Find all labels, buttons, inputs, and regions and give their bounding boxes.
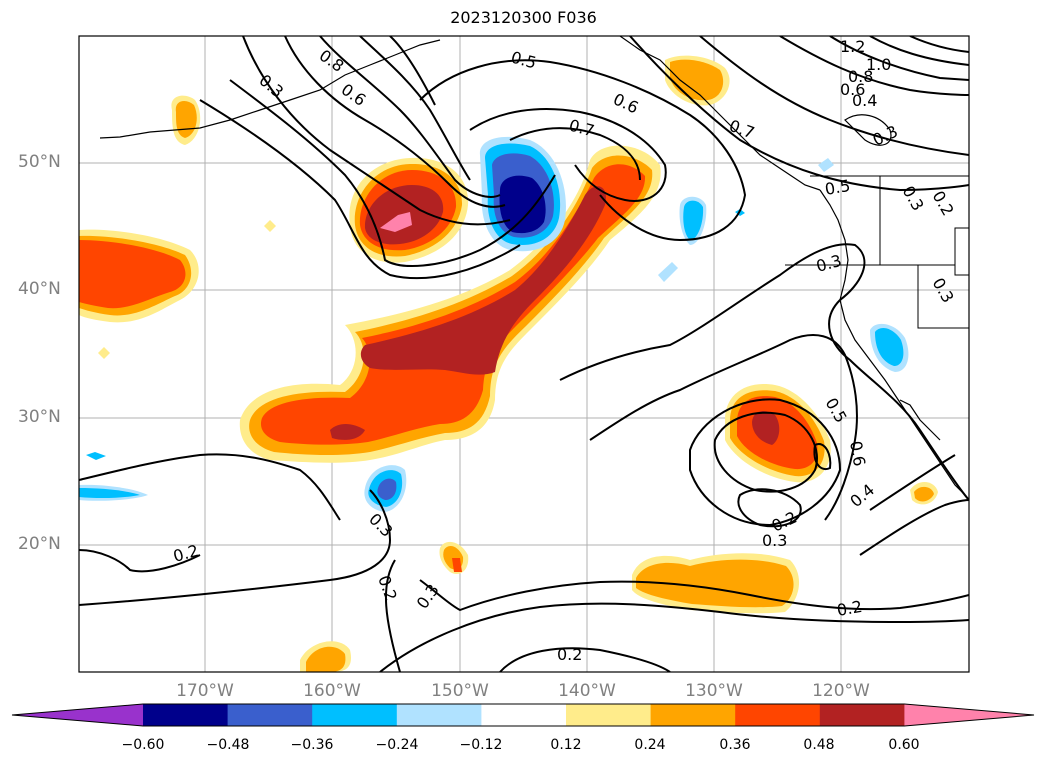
shading-negative xyxy=(79,136,909,512)
lon-tick-140w: 140°W xyxy=(558,681,616,701)
shading-positive xyxy=(79,55,938,672)
colorbar-tick: −0.24 xyxy=(375,737,419,753)
contours xyxy=(79,36,969,672)
lon-tick-160w: 160°W xyxy=(303,681,361,701)
colorbar-tick: 0.60 xyxy=(888,737,920,753)
colorbar-tick: 0.24 xyxy=(634,737,666,753)
colorbar-segment xyxy=(143,704,229,726)
lat-tick-40n: 40°N xyxy=(18,279,61,299)
colorbar-segment xyxy=(819,704,905,726)
colorbar-segment xyxy=(396,704,482,726)
map-frame xyxy=(78,35,970,673)
lon-tick-130w: 130°W xyxy=(685,681,743,701)
map-area xyxy=(79,36,969,672)
colorbar-tick: −0.60 xyxy=(121,737,165,753)
contour-label: 0.5 xyxy=(823,176,851,199)
colorbar-segment xyxy=(566,704,652,726)
contour-label: 0.3 xyxy=(762,531,787,550)
coastlines xyxy=(99,36,966,496)
colorbar-segment xyxy=(312,704,398,726)
lat-tick-20n: 20°N xyxy=(18,534,61,554)
lon-tick-170w: 170°W xyxy=(176,681,234,701)
colorbar-tick: 0.48 xyxy=(803,737,835,753)
colorbar-segment xyxy=(227,704,313,726)
lon-tick-150w: 150°W xyxy=(431,681,489,701)
colorbar-extend-low xyxy=(12,704,143,726)
contour-label: 0.4 xyxy=(852,91,877,110)
lat-tick-50n: 50°N xyxy=(18,152,61,172)
lon-tick-120w: 120°W xyxy=(812,681,870,701)
colorbar-tick: 0.36 xyxy=(719,737,751,753)
contour-label: 1.2 xyxy=(840,37,865,56)
contour-label: 0.2 xyxy=(835,597,863,620)
contour-label: 0.6 xyxy=(840,80,865,99)
colorbar-tick: −0.48 xyxy=(206,737,250,753)
contour-label: 0.2 xyxy=(557,645,582,664)
colorbar-tick: 0.12 xyxy=(550,737,582,753)
lat-tick-30n: 30°N xyxy=(18,407,61,427)
contour-label: 0.8 xyxy=(848,67,873,86)
colorbar-extend-high xyxy=(904,704,1034,726)
colorbar-tick: −0.12 xyxy=(459,737,503,753)
colorbar-tick: −0.36 xyxy=(290,737,334,753)
map-title: 2023120300 F036 xyxy=(450,8,597,27)
colorbar-outline xyxy=(11,703,1035,727)
colorbar xyxy=(11,703,1035,727)
colorbar-segment xyxy=(481,704,567,726)
contour-label: 0.6 xyxy=(846,439,869,467)
contour-label: 1.0 xyxy=(866,55,891,74)
colorbar-segment xyxy=(735,704,821,726)
political-borders xyxy=(785,175,969,329)
colorbar-segment xyxy=(650,704,736,726)
